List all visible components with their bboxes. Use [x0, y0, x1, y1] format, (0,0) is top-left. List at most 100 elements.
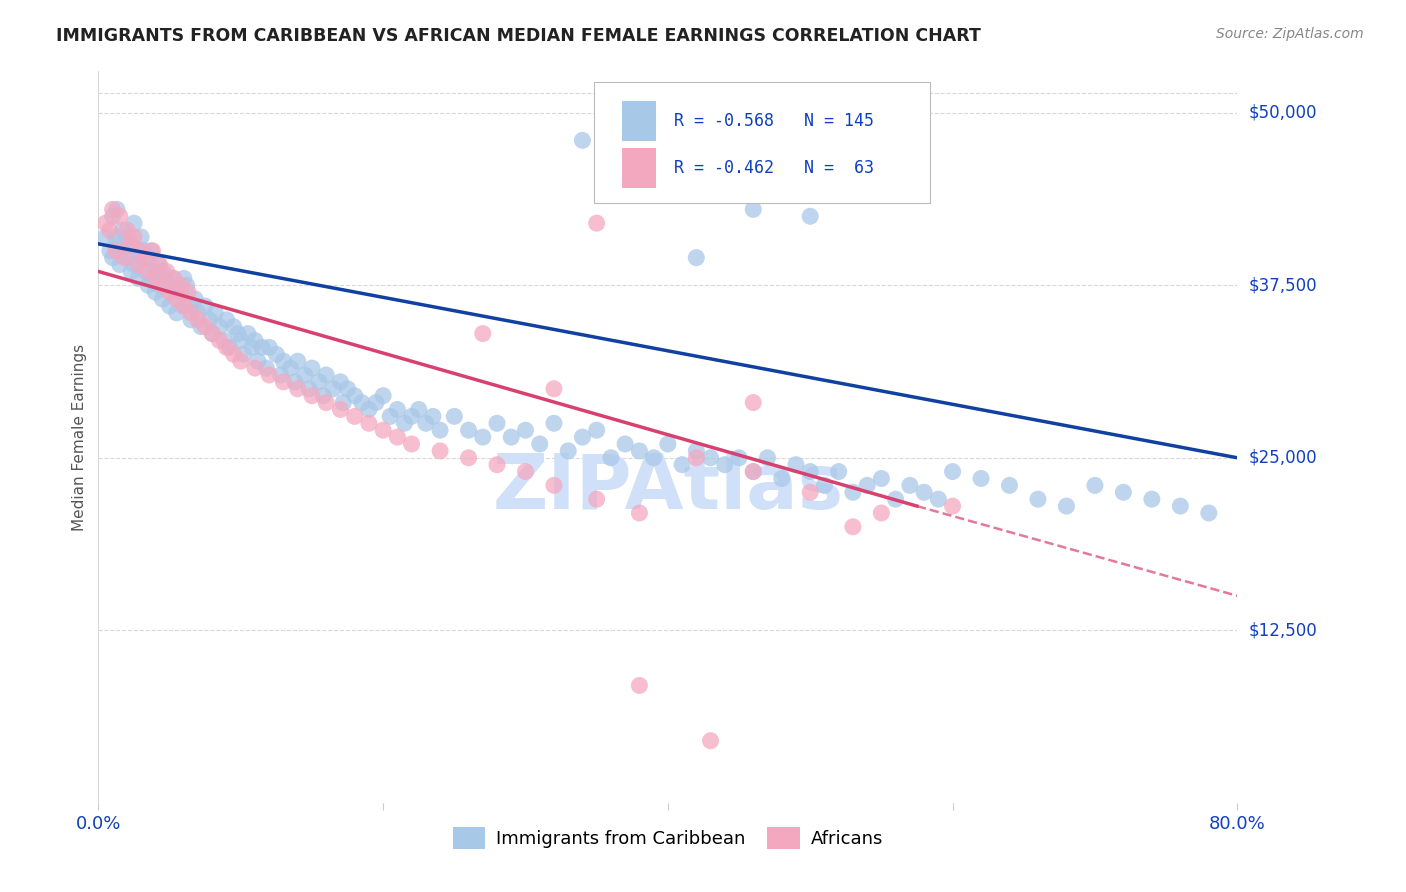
Point [226, 326, 249, 341]
Point [104, 244, 127, 258]
Point [343, 409, 366, 424]
Point [132, 244, 155, 258]
Point [194, 299, 217, 313]
Point [1140, 492, 1163, 507]
Point [942, 499, 965, 513]
Point [259, 340, 281, 354]
Point [401, 437, 423, 451]
Point [218, 340, 240, 354]
Point [422, 409, 444, 424]
Point [543, 417, 565, 431]
Point [240, 340, 263, 354]
Point [394, 417, 416, 431]
Point [312, 389, 335, 403]
Point [643, 450, 665, 465]
Point [232, 347, 254, 361]
Point [585, 423, 607, 437]
Point [699, 450, 721, 465]
Point [350, 395, 373, 409]
Point [145, 264, 167, 278]
Point [322, 382, 344, 396]
Point [685, 450, 707, 465]
Point [98, 223, 121, 237]
Point [173, 271, 195, 285]
Point [842, 485, 865, 500]
Point [101, 202, 124, 217]
Point [828, 465, 851, 479]
Point [170, 285, 193, 300]
Point [315, 368, 337, 382]
Point [170, 278, 193, 293]
Point [129, 251, 152, 265]
Point [201, 326, 224, 341]
Point [187, 312, 209, 326]
Point [628, 161, 651, 175]
Point [246, 354, 269, 368]
Point [380, 409, 402, 424]
Point [585, 216, 607, 230]
Point [94, 230, 117, 244]
Point [187, 306, 209, 320]
Text: R = -0.462   N =  63: R = -0.462 N = 63 [673, 159, 873, 177]
Point [229, 334, 252, 348]
Text: IMMIGRANTS FROM CARIBBEAN VS AFRICAN MEDIAN FEMALE EARNINGS CORRELATION CHART: IMMIGRANTS FROM CARIBBEAN VS AFRICAN MED… [56, 27, 981, 45]
Point [156, 264, 179, 278]
Point [215, 312, 238, 326]
Point [884, 492, 907, 507]
Point [970, 471, 993, 485]
Point [141, 244, 163, 258]
Point [173, 299, 195, 313]
Point [208, 334, 231, 348]
Point [194, 319, 217, 334]
Text: R = -0.568   N = 145: R = -0.568 N = 145 [673, 112, 873, 130]
Point [166, 306, 188, 320]
Point [122, 216, 145, 230]
Point [287, 382, 309, 396]
Point [229, 354, 252, 368]
Legend: Immigrants from Caribbean, Africans: Immigrants from Caribbean, Africans [446, 820, 890, 856]
Point [250, 340, 273, 354]
Point [308, 375, 330, 389]
Point [628, 443, 651, 458]
Point [259, 368, 281, 382]
Point [148, 258, 170, 272]
Point [112, 244, 135, 258]
Point [1056, 499, 1078, 513]
Point [166, 285, 188, 300]
Point [222, 347, 245, 361]
Point [139, 244, 162, 258]
Point [298, 382, 321, 396]
Point [149, 258, 172, 272]
Point [136, 251, 159, 265]
Point [152, 278, 174, 293]
Point [457, 450, 479, 465]
Point [105, 202, 128, 217]
Point [101, 251, 124, 265]
Point [101, 209, 124, 223]
Text: $12,500: $12,500 [1249, 622, 1317, 640]
Point [270, 368, 292, 382]
Point [280, 361, 302, 376]
Point [557, 443, 579, 458]
Point [401, 409, 423, 424]
Point [215, 340, 238, 354]
Point [145, 285, 167, 300]
Point [387, 430, 409, 444]
Point [115, 230, 138, 244]
Point [118, 236, 141, 251]
Point [243, 361, 266, 376]
Point [198, 312, 221, 326]
Point [429, 443, 451, 458]
Point [543, 478, 565, 492]
Point [813, 478, 835, 492]
Point [443, 409, 465, 424]
Point [373, 389, 395, 403]
Point [870, 471, 893, 485]
Point [357, 417, 380, 431]
Point [149, 278, 172, 293]
Point [166, 292, 188, 306]
Point [543, 382, 565, 396]
Point [111, 223, 134, 237]
Text: $37,500: $37,500 [1249, 277, 1317, 294]
Point [799, 465, 821, 479]
